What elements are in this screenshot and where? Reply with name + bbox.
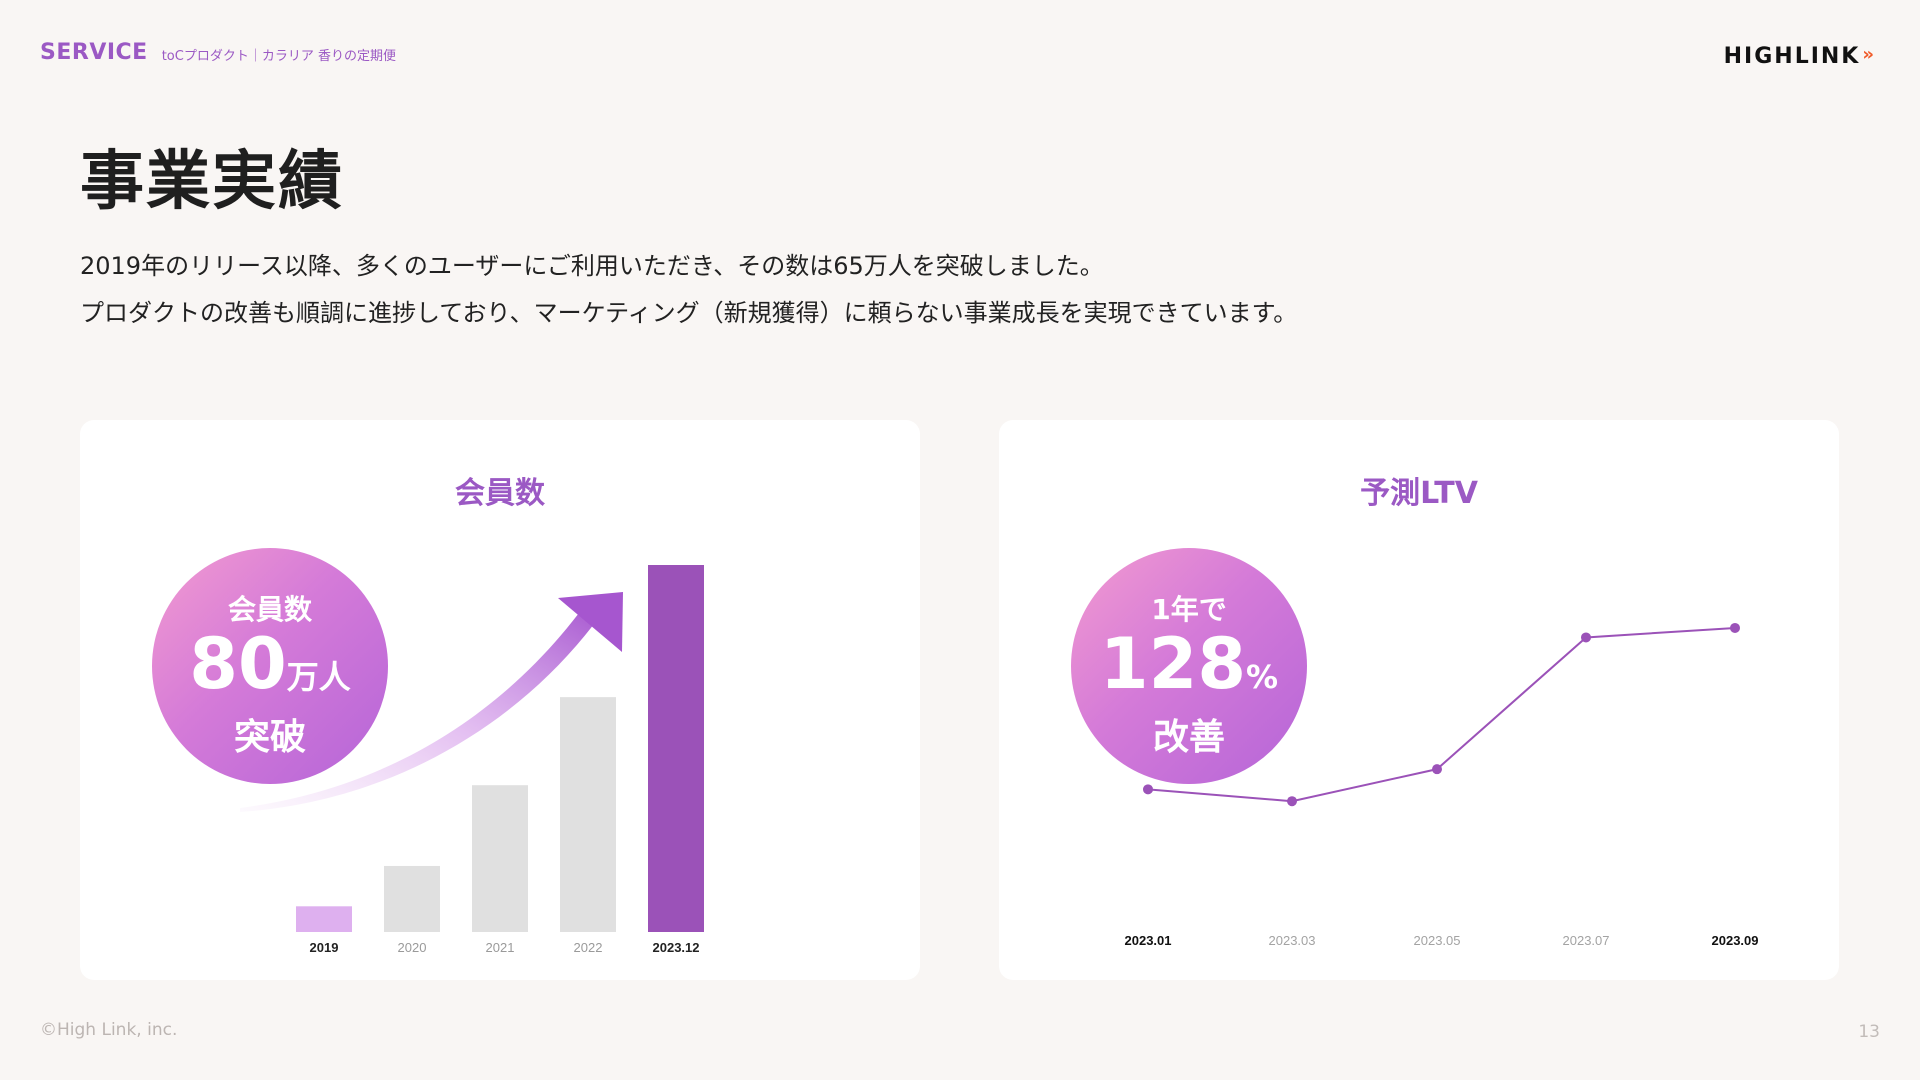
bar-2019 — [296, 906, 352, 932]
ltv-point-2023.05 — [1432, 764, 1442, 775]
ltv-point-2023.07 — [1581, 632, 1591, 643]
bar-label-2021: 2021 — [486, 940, 515, 955]
ltv-point-2023.09 — [1730, 622, 1740, 633]
members-badge-label: 会員数 — [227, 593, 312, 626]
logo-mark: » — [1862, 44, 1876, 65]
ltv-badge-number: 128 — [1099, 623, 1247, 705]
members-bar-chart: 2019 2020 2021 2022 2023.12 — [240, 565, 704, 955]
ltv-x-label-2023.01: 2023.01 — [1125, 933, 1172, 948]
ltv-line-chart: 2023.01 2023.03 2023.05 2023.07 2023.09 — [1125, 622, 1759, 948]
ltv-card-title: 予測LTV — [1360, 476, 1478, 511]
ltv-card: 予測LTV 2023.01 2023.03 2023.05 2023.07 2023.0… — [999, 420, 1839, 980]
ltv-x-label-2023.07: 2023.07 — [1563, 933, 1610, 948]
ltv-badge: 1年で 128% 改善 — [1071, 548, 1307, 784]
ltv-point-2023.01 — [1143, 784, 1153, 795]
page-title: 事業実績 — [80, 145, 344, 219]
members-badge: 会員数 80万人 突破 — [152, 548, 388, 784]
ltv-badge-label: 1年で — [1151, 593, 1227, 626]
ltv-x-label-2023.09: 2023.09 — [1712, 933, 1759, 948]
bar-2021 — [472, 785, 528, 932]
members-badge-suffix: 突破 — [233, 717, 306, 758]
members-card: 会員数 2019 2020 2021 2022 2023.12 会員数 80万人 突破 — [80, 420, 920, 980]
members-badge-unit: 万人 — [286, 658, 351, 696]
top-bar: SERVICE toCプロダクト｜カラリア 香りの定期便 — [40, 40, 396, 65]
bar-label-2020: 2020 — [398, 940, 427, 955]
ltv-badge-unit: % — [1246, 658, 1279, 696]
ltv-badge-value: 128% — [1071, 624, 1307, 717]
ltv-badge-suffix: 改善 — [1152, 717, 1225, 758]
copyright: ©High Link, inc. — [40, 1020, 178, 1040]
growth-arrow-head — [558, 592, 623, 652]
bar-2023.12 — [648, 565, 704, 932]
members-badge-number: 80 — [189, 623, 287, 705]
lead-line-2: プロダクトの改善も順調に進捗しており、マーケティング（新規獲得）に頼らない事業成… — [80, 299, 1298, 327]
ltv-x-label-2023.03: 2023.03 — [1269, 933, 1316, 948]
bar-label-2023.12: 2023.12 — [653, 940, 700, 955]
lead-text: 2019年のリリース以降、多くのユーザーにご利用いただき、その数は65万人を突破… — [80, 243, 1297, 337]
bar-2020 — [384, 865, 440, 932]
bar-2022 — [560, 697, 616, 932]
ltv-point-2023.03 — [1287, 796, 1297, 807]
members-card-title: 会員数 — [455, 476, 545, 511]
logo-text: HIGHLINK — [1723, 44, 1861, 69]
section-subtitle: toCプロダクト｜カラリア 香りの定期便 — [161, 49, 396, 64]
bar-label-2022: 2022 — [574, 940, 603, 955]
members-badge-value: 80万人 — [152, 624, 388, 717]
ltv-x-label-2023.05: 2023.05 — [1414, 933, 1461, 948]
page-number: 13 — [1858, 1022, 1880, 1042]
bar-label-2019: 2019 — [310, 940, 339, 955]
section-label: SERVICE — [40, 40, 148, 65]
highlink-logo: HIGHLINK» — [1724, 44, 1876, 69]
lead-line-1: 2019年のリリース以降、多くのユーザーにご利用いただき、その数は65万人を突破… — [80, 252, 1104, 280]
